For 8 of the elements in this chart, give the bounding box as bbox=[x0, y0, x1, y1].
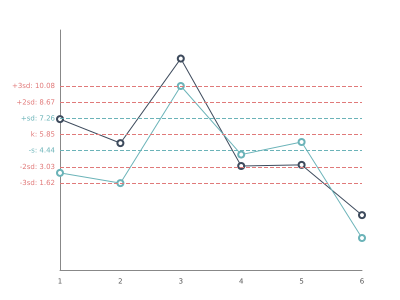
point bbox=[298, 160, 306, 169]
point bbox=[116, 139, 124, 148]
point bbox=[176, 54, 185, 63]
point bbox=[237, 150, 246, 159]
point bbox=[358, 211, 366, 220]
point bbox=[298, 138, 306, 146]
point bbox=[56, 168, 64, 177]
point bbox=[358, 234, 366, 242]
